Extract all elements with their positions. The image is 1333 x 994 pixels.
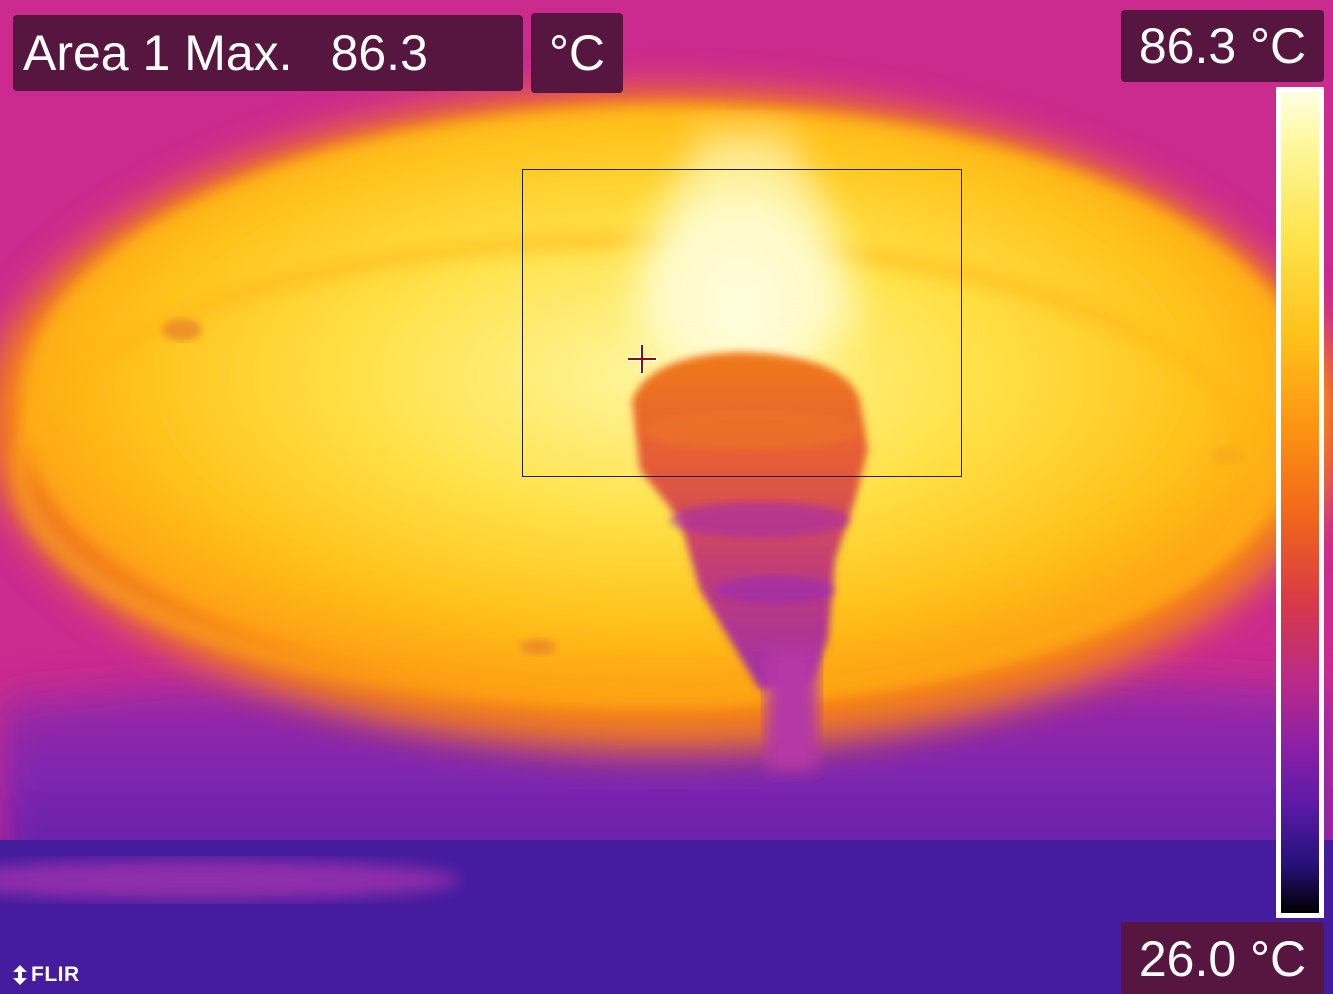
temperature-color-scale [1276,87,1324,918]
scale-max-label: 86.3 °C [1121,10,1324,82]
flir-logo-text: FLIR [31,963,80,986]
flir-logo: FLIR [11,962,80,988]
measurement-readout: Area 1 Max. 86.3 [13,15,523,91]
measurement-unit: °C [531,13,623,93]
flir-logo-icon [13,965,27,985]
measurement-value: 86.3 [330,25,428,81]
color-scale-gradient [1281,92,1319,913]
scale-min-label: 26.0 °C [1121,922,1324,994]
max-spot-crosshair-icon [627,344,657,374]
measurement-area-box[interactable] [522,169,962,477]
measurement-label: Area 1 Max. [23,25,293,81]
